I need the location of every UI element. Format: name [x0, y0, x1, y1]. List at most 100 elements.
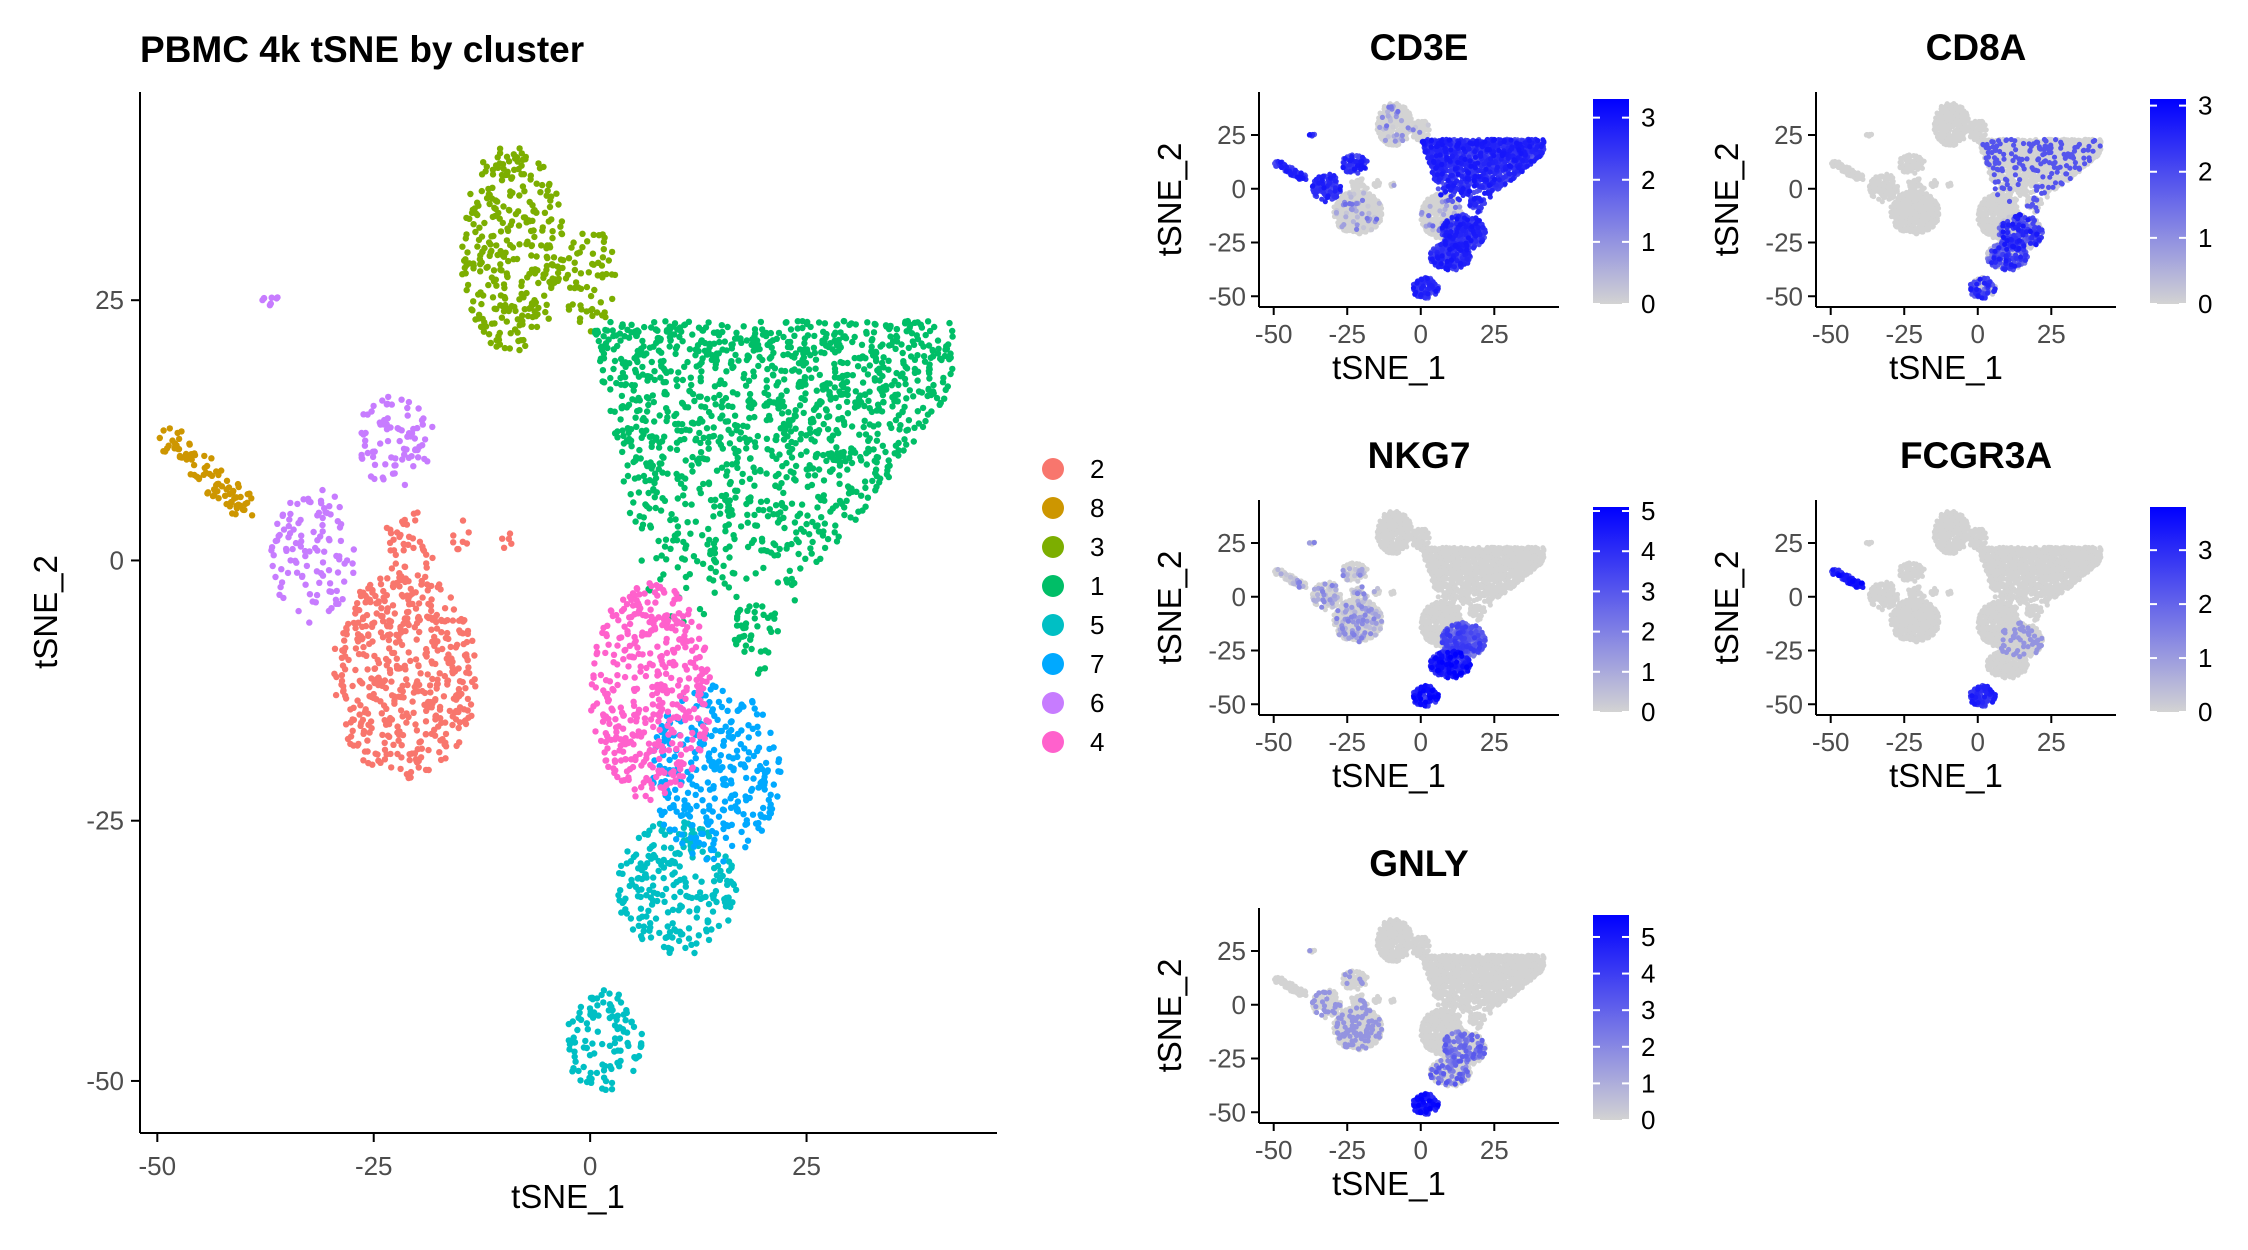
cell-point	[827, 468, 834, 475]
cell-point	[514, 158, 521, 165]
cell-point	[921, 358, 929, 365]
cell-point	[907, 353, 915, 360]
cell-point	[407, 585, 414, 593]
cell-point	[658, 743, 666, 750]
cell-point	[600, 624, 607, 632]
cell-point	[607, 386, 614, 393]
cell-point	[696, 623, 703, 630]
cell-point	[717, 502, 724, 510]
cell-point	[626, 620, 634, 628]
cell-point	[711, 589, 718, 596]
cell-point	[1348, 194, 1354, 200]
cell-point	[352, 666, 359, 674]
cell-point	[418, 577, 425, 585]
cell-point	[720, 742, 727, 749]
cell-point	[409, 590, 416, 597]
cell-point	[386, 631, 394, 638]
cell-point	[824, 414, 831, 421]
cell-point	[299, 572, 306, 580]
cell-point	[651, 368, 658, 375]
legend-label-2: 2	[1090, 454, 1104, 484]
cell-point	[776, 451, 783, 458]
cell-point	[721, 798, 729, 805]
cell-point	[823, 330, 830, 338]
cell-point	[326, 503, 333, 510]
cell-point	[634, 585, 641, 593]
cell-point	[643, 892, 650, 899]
legend-label-1: 1	[1090, 571, 1104, 601]
cell-point	[700, 808, 707, 815]
cell-point	[614, 642, 621, 649]
cell-point	[652, 599, 659, 606]
cell-point	[735, 636, 742, 644]
cell-point	[1423, 127, 1429, 133]
cell-point	[751, 615, 758, 622]
cell-point	[485, 239, 493, 246]
cell-point	[364, 748, 371, 755]
cell-point	[839, 381, 847, 389]
cell-point	[620, 656, 627, 663]
cell-point	[722, 528, 729, 535]
cell-point	[795, 368, 803, 375]
cell-point	[736, 435, 743, 443]
cell-point	[614, 1059, 621, 1067]
cell-point	[404, 615, 411, 622]
cell-point	[413, 619, 421, 627]
cell-point	[603, 757, 610, 764]
cell-point	[427, 689, 434, 696]
cell-point	[682, 426, 690, 433]
cell-point	[332, 596, 340, 603]
cell-point	[716, 876, 724, 883]
cell-point	[515, 165, 522, 173]
cell-point	[602, 326, 609, 334]
cell-point	[852, 321, 859, 328]
cell-point	[658, 460, 665, 467]
cell-point	[583, 283, 591, 291]
cell-point	[496, 145, 504, 152]
cell-point	[503, 237, 511, 244]
cell-point	[354, 638, 362, 645]
cell-point	[752, 570, 759, 577]
cell-point	[674, 495, 681, 502]
cell-point	[675, 714, 682, 721]
cell-point	[712, 727, 719, 734]
cell-point	[366, 693, 373, 700]
cell-point	[489, 171, 497, 178]
cell-point	[710, 855, 718, 863]
cell-point	[343, 631, 350, 638]
cell-point	[610, 651, 618, 658]
cell-point	[343, 557, 351, 564]
cell-point	[853, 399, 860, 406]
cell-point	[848, 423, 856, 430]
cell-point	[692, 791, 699, 798]
cell-point	[589, 1040, 596, 1047]
cell-point	[630, 1067, 637, 1075]
cell-point	[718, 727, 725, 735]
cell-point	[677, 741, 684, 748]
cell-point	[751, 705, 758, 712]
cell-point	[864, 371, 872, 378]
cell-point	[711, 795, 718, 802]
cell-point	[392, 455, 399, 462]
cell-point	[597, 299, 604, 306]
cell-point	[494, 154, 501, 161]
cell-point	[743, 445, 750, 452]
cell-point	[628, 613, 635, 621]
cell-point	[887, 324, 894, 331]
cell-point	[738, 828, 745, 836]
cell-point	[749, 811, 757, 818]
cell-point	[671, 926, 678, 933]
cell-point	[895, 381, 902, 389]
cell-point	[600, 999, 607, 1006]
cell-point	[450, 532, 457, 539]
cell-point	[837, 344, 844, 351]
cell-point	[676, 595, 683, 602]
cell-point	[748, 645, 755, 653]
cell-point	[655, 702, 662, 710]
cell-point	[390, 649, 398, 657]
cell-point	[589, 994, 596, 1001]
cell-point	[187, 471, 194, 478]
cell-point	[404, 433, 411, 440]
cell-point	[355, 650, 363, 658]
main-y-label: tSNE_2	[27, 555, 64, 669]
